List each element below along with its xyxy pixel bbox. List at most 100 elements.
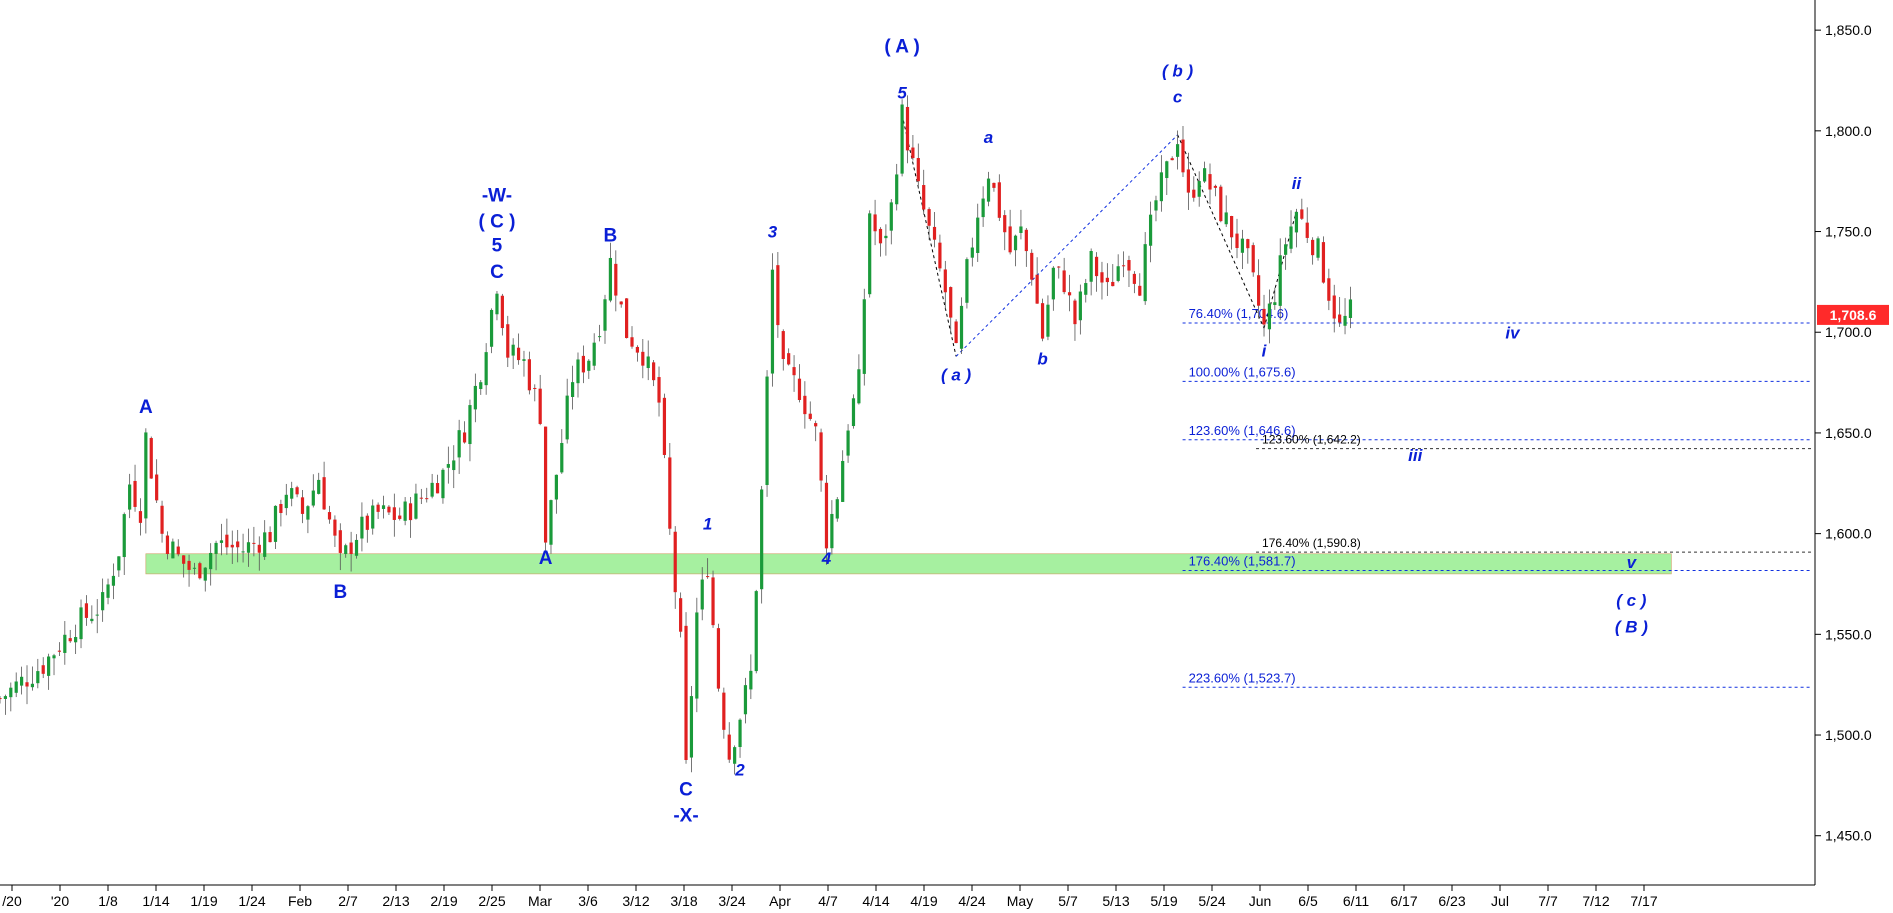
candle-body <box>597 336 602 338</box>
candle-body <box>327 512 332 520</box>
candle-body <box>176 546 180 555</box>
candle-body <box>1127 260 1131 271</box>
candle-body <box>614 263 618 296</box>
candle-body <box>3 696 8 699</box>
candle-body <box>1230 215 1234 238</box>
candle-body <box>1003 215 1007 233</box>
candle-body <box>749 670 753 690</box>
x-tick-label: 5/13 <box>1102 893 1129 909</box>
candle-body <box>74 637 78 643</box>
candlestick-layer <box>0 95 1353 775</box>
candle-body <box>268 532 272 543</box>
x-tick-label: Apr <box>769 893 791 909</box>
candle-body <box>128 484 132 510</box>
candle-body <box>527 359 531 391</box>
wave-label: A <box>139 397 153 418</box>
wave-trendline <box>901 114 957 357</box>
candle-body <box>1338 314 1342 323</box>
y-tick-label: 1,450.0 <box>1825 828 1872 844</box>
candle-body <box>473 385 477 410</box>
candle-body <box>90 618 94 622</box>
candle-body <box>398 515 402 519</box>
candle-body <box>641 351 645 366</box>
candle-body <box>727 734 731 760</box>
candle-body <box>797 378 802 400</box>
fib-level-label: 176.40% (1,581.7) <box>1189 553 1296 568</box>
candle-body <box>581 355 585 373</box>
candle-body <box>862 299 866 374</box>
y-tick-label: 1,700.0 <box>1825 324 1872 340</box>
candle-body <box>441 469 445 499</box>
candle-body <box>79 607 83 640</box>
candle-body <box>311 490 315 506</box>
candle-body <box>889 202 893 231</box>
candle-body <box>1111 281 1115 287</box>
candle-body <box>981 198 985 218</box>
candle-body <box>668 457 672 529</box>
candle-body <box>1267 303 1272 330</box>
x-tick-label: 3/6 <box>578 893 598 909</box>
candle-body <box>549 500 553 545</box>
candle-body <box>257 544 261 553</box>
candle-body <box>354 539 359 556</box>
candle-body <box>592 342 596 366</box>
candle-body <box>538 388 542 424</box>
candle-body <box>1013 235 1018 251</box>
candle-body <box>1251 245 1255 273</box>
candle-body <box>1224 212 1228 225</box>
y-tick-label: 1,550.0 <box>1825 626 1872 642</box>
candle-body <box>922 185 926 210</box>
candle-body <box>435 483 440 494</box>
fib-level-label: 123.60% (1,646.6) <box>1189 423 1296 438</box>
candle-body <box>95 614 99 616</box>
candle-body <box>160 505 164 534</box>
candle-body <box>57 650 62 652</box>
wave-label: -X- <box>673 806 698 827</box>
x-tick-label: Jul <box>1491 893 1509 909</box>
candle-body <box>1154 200 1158 211</box>
x-tick-label: 2/19 <box>430 893 457 909</box>
candle-body <box>425 498 429 500</box>
candle-body <box>916 158 920 182</box>
candle-body <box>246 542 251 553</box>
x-tick-label: 1/24 <box>238 893 265 909</box>
candle-body <box>1121 265 1126 267</box>
candle-body <box>738 719 742 748</box>
x-tick-label: 3/12 <box>622 893 649 909</box>
candle-body <box>203 567 207 581</box>
candle-body <box>360 516 364 539</box>
candle-body <box>1202 168 1207 182</box>
candle-body <box>603 299 607 331</box>
candle-body <box>279 503 283 514</box>
fib-level-label: 123.60% (1,642.2) <box>1262 433 1361 447</box>
last-price-badge <box>1817 304 1889 325</box>
candle-body <box>1116 266 1120 281</box>
x-tick-label: 2/13 <box>382 893 409 909</box>
candle-body <box>171 541 175 559</box>
candle-body <box>770 269 775 374</box>
candle-body <box>1035 274 1039 304</box>
candle-body <box>41 665 45 674</box>
candle-body <box>484 352 488 386</box>
wave-label: C <box>679 779 693 800</box>
candle-body <box>1181 139 1185 173</box>
wave-label: ( c ) <box>1616 591 1647 610</box>
x-tick-label: 6/11 <box>1343 893 1369 909</box>
candle-body <box>344 545 348 554</box>
candle-body <box>873 214 877 232</box>
wave-label: B <box>333 582 347 603</box>
wave-label: b <box>1037 349 1047 368</box>
candle-body <box>1089 251 1093 282</box>
y-tick-label: 1,500.0 <box>1825 727 1872 743</box>
candle-body <box>1143 244 1147 302</box>
candle-body <box>776 265 780 326</box>
candle-body <box>765 376 769 485</box>
wave-label: iii <box>1408 446 1423 465</box>
candle-body <box>522 359 526 361</box>
candle-body <box>976 217 980 254</box>
x-tick-label: 1/8 <box>98 893 118 909</box>
candle-body <box>835 499 839 519</box>
candle-body <box>14 681 18 693</box>
candle-body <box>1278 255 1282 306</box>
